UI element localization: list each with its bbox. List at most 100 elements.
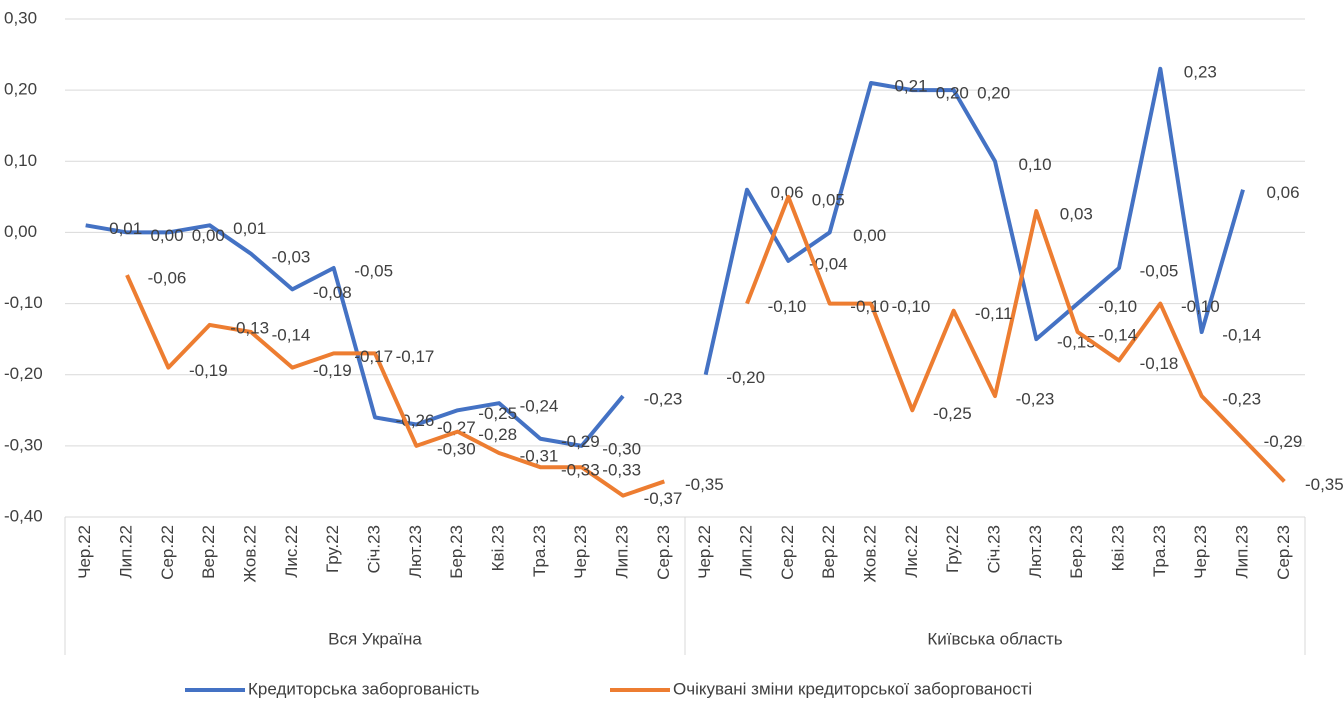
series-line	[703, 66, 1245, 376]
data-label: 0,10	[1018, 155, 1051, 174]
data-label: -0,25	[933, 404, 972, 423]
x-tick-label: Лип.22	[116, 525, 135, 579]
data-label: -0,24	[520, 397, 559, 416]
data-label: -0,23	[1222, 390, 1261, 409]
group-label: Київська область	[927, 629, 1062, 648]
x-tick-label: Чер.22	[75, 525, 94, 579]
x-tick-label: Лис.22	[902, 525, 921, 578]
data-label: -0,25	[478, 404, 517, 423]
x-tick-label: Тра.23	[530, 525, 549, 577]
x-tick-label: Лип.22	[736, 525, 755, 579]
data-label: -0,13	[230, 318, 269, 337]
x-tick-label: Лип.23	[612, 525, 631, 579]
data-label: -0,10	[768, 297, 807, 316]
y-tick-label: 0,30	[4, 8, 37, 27]
x-tick-label: Чер.23	[1191, 525, 1210, 579]
data-label: 0,01	[233, 219, 266, 238]
data-label: 0,00	[192, 226, 225, 245]
y-tick-label: -0,40	[4, 506, 43, 525]
data-label: -0,04	[809, 254, 848, 273]
data-label: 0,20	[977, 84, 1010, 103]
data-label: -0,27	[437, 418, 476, 437]
x-tick-label: Лют.23	[1026, 525, 1045, 578]
x-tick-label: Бер.23	[1067, 525, 1086, 579]
data-label: 0,03	[1060, 205, 1093, 224]
data-label: -0,23	[644, 390, 683, 409]
data-label: -0,35	[685, 475, 724, 494]
legend-label: Очікувані зміни кредиторської заборгован…	[673, 679, 1032, 698]
y-tick-label: 0,10	[4, 151, 37, 170]
data-label: -0,10	[1098, 297, 1137, 316]
x-tick-label: Сер.22	[158, 525, 177, 580]
data-label: -0,05	[354, 261, 393, 280]
x-tick-label: Сер.23	[1274, 525, 1293, 580]
data-label: -0,23	[1016, 390, 1055, 409]
x-tick-label: Бер.23	[447, 525, 466, 579]
legend-label: Кредиторська заборгованість	[248, 679, 480, 698]
data-label: -0,33	[602, 461, 641, 480]
data-label: -0,06	[148, 269, 187, 288]
y-tick-label: -0,10	[4, 293, 43, 312]
x-tick-label: Вер.22	[819, 525, 838, 579]
data-label: -0,33	[561, 461, 600, 480]
x-tick-label: Січ.23	[984, 525, 1003, 574]
group-label: Вся Україна	[328, 629, 422, 648]
data-label: 0,06	[770, 183, 803, 202]
x-tick-label: Гру.22	[943, 525, 962, 573]
x-tick-label: Чер.23	[571, 525, 590, 579]
data-label: 0,00	[853, 226, 886, 245]
data-label: -0,10	[850, 297, 889, 316]
data-label: 0,06	[1266, 183, 1299, 202]
data-label: -0,05	[1140, 261, 1179, 280]
series-line	[745, 194, 1286, 483]
data-label: -0,10	[1181, 297, 1220, 316]
data-label: -0,14	[272, 326, 311, 345]
data-label: 0,05	[812, 190, 845, 209]
data-label: -0,28	[478, 425, 517, 444]
x-tick-label: Тра.23	[1150, 525, 1169, 577]
x-tick-label: Кві.23	[1108, 525, 1127, 571]
x-tick-label: Кві.23	[488, 525, 507, 571]
data-label: 0,21	[894, 77, 927, 96]
data-label: -0,11	[975, 304, 1013, 323]
data-label: -0,17	[396, 347, 435, 366]
data-label: -0,03	[272, 247, 311, 266]
x-tick-label: Чер.22	[695, 525, 714, 579]
data-label: -0,19	[313, 361, 352, 380]
series-line	[125, 274, 665, 498]
data-label: -0,08	[313, 283, 352, 302]
x-tick-label: Січ.23	[364, 525, 383, 574]
x-tick-label: Лис.22	[282, 525, 301, 578]
y-tick-label: 0,00	[4, 222, 37, 241]
y-tick-label: -0,30	[4, 435, 43, 454]
data-label: -0,35	[1305, 475, 1343, 494]
data-label: -0,14	[1222, 326, 1261, 345]
data-label: -0,31	[520, 446, 559, 465]
x-tick-label: Жов.22	[240, 525, 259, 583]
data-label: -0,37	[644, 489, 683, 508]
data-label: 0,23	[1184, 62, 1217, 81]
y-tick-label: 0,20	[4, 80, 37, 99]
data-label: 0,00	[150, 226, 183, 245]
x-tick-label: Лип.23	[1232, 525, 1251, 579]
x-tick-label: Сер.22	[778, 525, 797, 580]
data-label: -0,29	[1264, 432, 1303, 451]
data-label: 0,20	[936, 84, 969, 103]
x-tick-label: Вер.22	[199, 525, 218, 579]
data-label: -0,17	[354, 347, 393, 366]
data-label: -0,30	[437, 439, 476, 458]
data-label: -0,10	[892, 297, 931, 316]
x-tick-label: Жов.22	[860, 525, 879, 583]
data-label: -0,14	[1098, 326, 1137, 345]
data-label: -0,20	[726, 368, 765, 387]
data-label: -0,29	[561, 432, 600, 451]
data-label: -0,18	[1140, 354, 1179, 373]
x-tick-label: Гру.22	[323, 525, 342, 573]
data-label: -0,19	[189, 361, 228, 380]
x-tick-label: Сер.23	[654, 525, 673, 580]
data-label: 0,01	[109, 219, 142, 238]
y-tick-label: -0,20	[4, 364, 43, 383]
data-label: -0,30	[602, 439, 641, 458]
x-tick-label: Лют.23	[406, 525, 425, 578]
